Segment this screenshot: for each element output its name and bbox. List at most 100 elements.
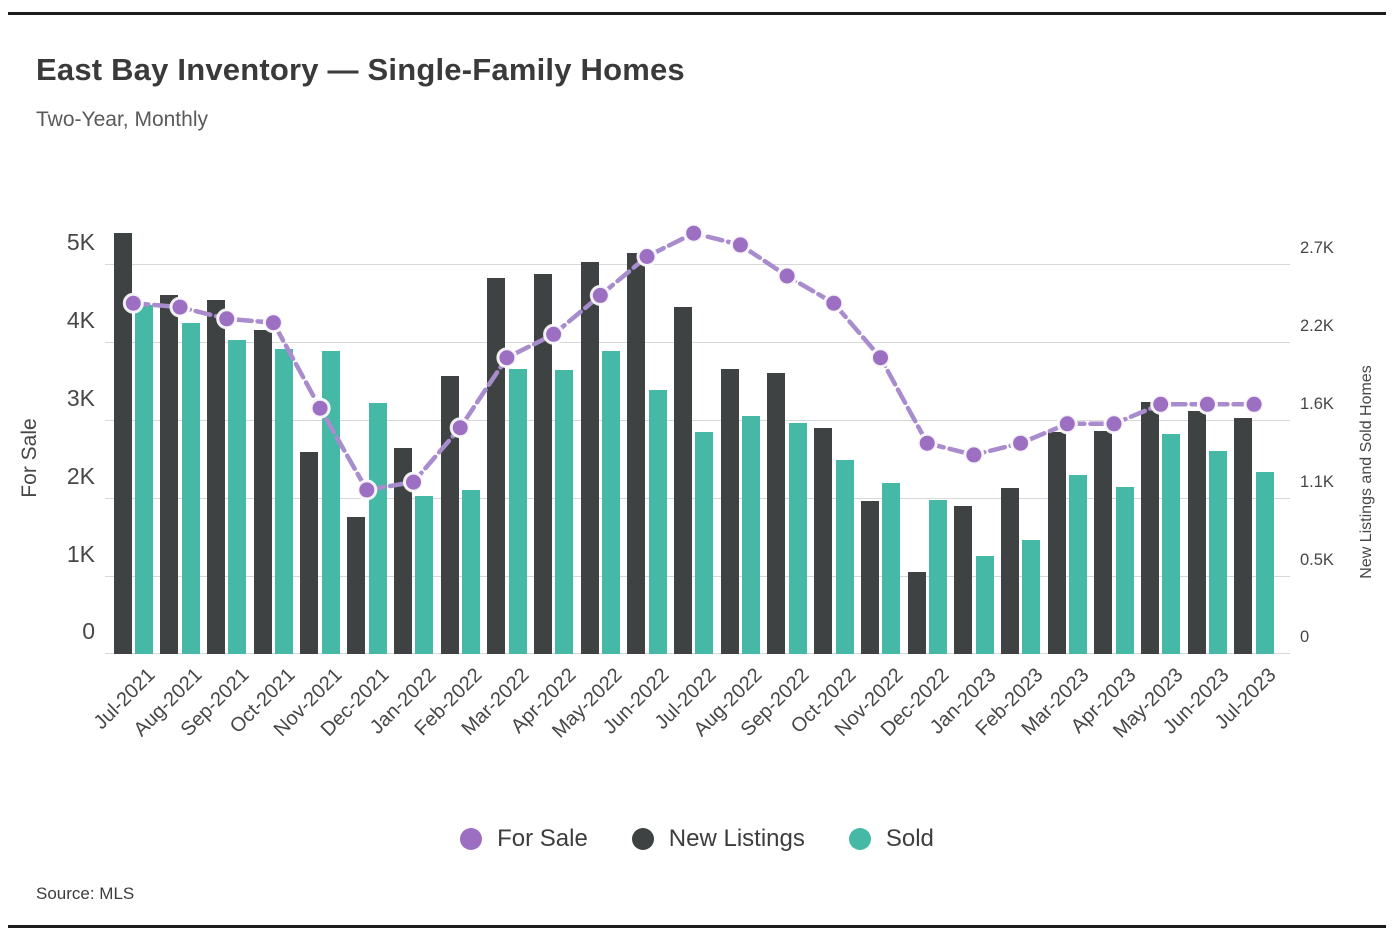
sold-dot-icon	[848, 828, 871, 850]
y-tick-label-left: 1K	[66, 540, 95, 567]
for-sale-point	[169, 296, 191, 318]
bar-new-listings	[347, 517, 366, 654]
bar-new-listings	[533, 273, 552, 654]
bar-new-listings	[720, 368, 739, 654]
for-sale-point	[1196, 393, 1218, 415]
bar-sold	[1069, 475, 1087, 654]
y-tick-label-left: 5K	[66, 229, 95, 256]
legend-item-for-sale: For Sale	[460, 825, 588, 853]
for-sale-line	[131, 230, 1257, 493]
for-sale-point	[216, 308, 238, 330]
for-sale-point	[963, 444, 985, 466]
y-tick-label-left: 2K	[66, 462, 95, 489]
for-sale-point	[1243, 393, 1265, 415]
bar-new-listings	[674, 306, 692, 654]
bar-sold	[975, 556, 994, 654]
y-tick-label-right: 0	[1300, 628, 1310, 647]
bar-new-listings	[860, 501, 879, 654]
bar-sold	[1162, 433, 1181, 654]
bar-new-listings	[954, 505, 973, 654]
bar-new-listings	[1187, 410, 1206, 654]
legend-item-sold: Sold	[848, 825, 934, 853]
bar-sold	[928, 499, 947, 654]
for-sale-dot-icon	[460, 828, 483, 850]
for-sale-point	[1150, 393, 1172, 415]
top-rule	[8, 12, 1386, 15]
new-listings-dot-icon	[631, 828, 654, 850]
bar-sold	[648, 390, 667, 654]
for-sale-point	[589, 284, 611, 306]
bar-new-listings	[814, 427, 833, 654]
page-subtitle: Two-Year, Monthly	[36, 108, 208, 131]
bar-new-listings	[1094, 430, 1113, 654]
for-sale-point	[403, 471, 424, 493]
bar-sold	[321, 351, 340, 654]
for-sale-point	[683, 222, 705, 244]
legend-label-new-listings: New Listings	[668, 825, 805, 852]
y-tick-label-left: 4K	[66, 307, 95, 334]
bar-sold	[695, 432, 714, 654]
for-sale-point	[729, 234, 751, 256]
for-sale-point	[356, 479, 378, 501]
gridline	[105, 264, 1290, 266]
for-sale-point	[776, 265, 798, 287]
for-sale-point	[122, 292, 144, 314]
for-sale-point	[1056, 413, 1078, 435]
for-sale-point	[309, 397, 331, 419]
bar-new-listings	[580, 262, 599, 654]
for-sale-point	[543, 323, 565, 345]
y-tick-label-right: 2.2K	[1300, 317, 1334, 336]
bar-sold	[181, 322, 200, 654]
bar-sold	[1115, 486, 1134, 654]
for-sale-point	[870, 347, 891, 369]
bar-sold	[461, 489, 480, 654]
bar-sold	[135, 305, 153, 654]
for-sale-point	[916, 432, 938, 454]
for-sale-point	[1010, 432, 1032, 454]
y-tick-label-right: 1.1K	[1300, 472, 1334, 491]
bar-sold	[1255, 472, 1274, 654]
bar-new-listings	[907, 571, 926, 654]
for-sale-point	[823, 292, 845, 314]
bar-sold	[602, 351, 620, 654]
bar-new-listings	[393, 447, 412, 654]
bar-new-listings	[1000, 488, 1019, 654]
bar-new-listings	[767, 373, 786, 654]
gridline	[105, 419, 1290, 421]
bar-new-listings	[1047, 432, 1066, 654]
for-sale-line-layer	[122, 222, 1265, 501]
for-sale-point	[636, 246, 658, 267]
bar-new-listings	[1234, 417, 1253, 654]
legend-label-for-sale: For Sale	[497, 825, 588, 852]
y-tick-label-right: 1.6K	[1300, 394, 1334, 413]
bar-sold	[835, 459, 854, 654]
for-sale-point	[496, 347, 518, 369]
bar-sold	[228, 339, 247, 654]
bottom-rule	[8, 925, 1386, 928]
bar-new-listings	[207, 299, 225, 654]
source-note: Source: MLS	[36, 884, 135, 903]
legend: For Sale New Listings Sold	[0, 812, 1394, 866]
bar-new-listings	[113, 233, 132, 654]
bar-sold	[1209, 450, 1228, 654]
bar-sold	[368, 403, 387, 654]
bar-sold	[555, 370, 574, 654]
bar-new-listings	[627, 253, 646, 654]
legend-label-sold: Sold	[885, 825, 934, 852]
page-title: East Bay Inventory — Single-Family Homes	[36, 52, 685, 87]
bar-sold	[275, 348, 294, 654]
legend-item-new-listings: New Listings	[631, 825, 805, 853]
bar-sold	[788, 423, 807, 654]
bar-sold	[1022, 540, 1041, 654]
y-tick-label-right: 2.7K	[1300, 239, 1334, 258]
bar-sold	[508, 368, 527, 654]
for-sale-point	[262, 312, 284, 334]
bar-new-listings	[1141, 401, 1159, 654]
for-sale-point	[1103, 413, 1125, 435]
bar-new-listings	[300, 452, 319, 654]
for-sale-point	[449, 417, 471, 439]
y-tick-label-left: 3K	[66, 384, 95, 411]
y-tick-label-right: 0.5K	[1300, 550, 1334, 569]
bar-sold	[415, 495, 434, 654]
bar-new-listings	[253, 329, 272, 654]
